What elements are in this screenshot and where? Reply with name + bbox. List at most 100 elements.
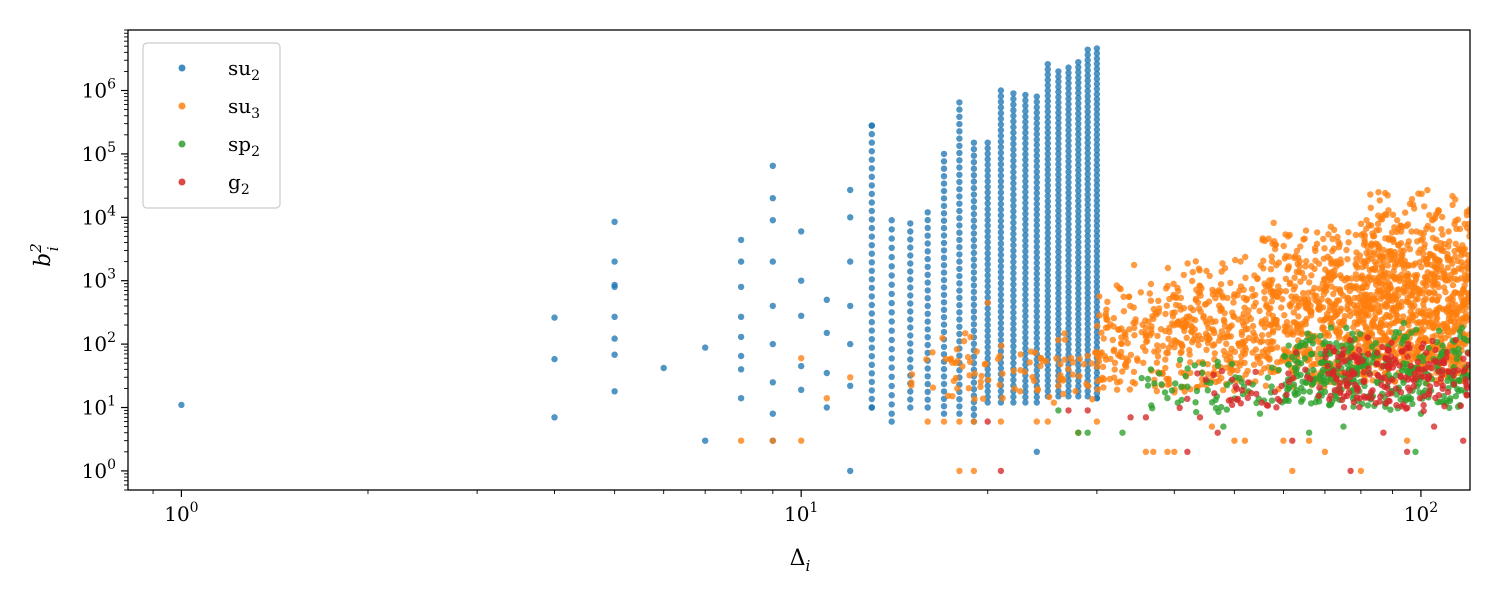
point-sp2-52: [1156, 370, 1163, 377]
point-su2-929: [769, 302, 776, 310]
point-g2-230: [1329, 344, 1336, 351]
point-su2-4: [868, 370, 875, 377]
point-su3-125: [1148, 323, 1155, 330]
point-su3-127: [1147, 297, 1155, 304]
point-su3-208: [1104, 298, 1111, 305]
point-su2-284: [997, 365, 1005, 372]
point-sp2-340: [1436, 398, 1444, 405]
point-su2-292: [997, 319, 1005, 327]
point-su3-1855: [1369, 305, 1376, 313]
point-g2-4: [1210, 371, 1217, 379]
point-su3-233: [1094, 386, 1101, 393]
point-sp2-106: [1309, 340, 1317, 347]
point-su2-565: [1044, 82, 1052, 89]
point-su3-1837: [1389, 307, 1396, 314]
point-su3-482: [1242, 253, 1249, 261]
point-g2-12: [1278, 382, 1285, 390]
point-su3-1867: [1465, 265, 1470, 273]
point-su3-995: [1333, 263, 1340, 270]
point-su3-231: [1150, 315, 1157, 323]
point-g2-73: [1407, 362, 1414, 369]
point-su3-963: [1345, 295, 1352, 302]
point-su2-318: [997, 172, 1005, 179]
point-su2-472: [1033, 270, 1041, 277]
point-su3-701: [1312, 247, 1319, 255]
point-su3-332: [1189, 277, 1196, 285]
point-su3-31: [1055, 336, 1062, 344]
point-su2-668: [1065, 215, 1072, 223]
point-su2-115: [940, 343, 948, 351]
point-su2-434: [1022, 161, 1029, 169]
point-su2-596: [1055, 259, 1062, 266]
point-su2-718: [1075, 290, 1082, 297]
point-su2-533: [1044, 250, 1052, 258]
point-su3-985: [1333, 329, 1341, 336]
point-g2-8: [1289, 374, 1297, 382]
point-su2-55: [888, 217, 895, 224]
point-su3-1624: [1367, 204, 1375, 211]
point-su2-319: [997, 166, 1005, 174]
point-su3-1821: [1422, 295, 1430, 302]
point-su2-751: [1075, 120, 1082, 128]
point-su2-142: [956, 410, 963, 417]
point-su2-717: [1075, 295, 1082, 302]
point-su2-58: [907, 388, 914, 395]
point-sp2-290: [1323, 378, 1331, 385]
point-su3-29: [1026, 359, 1033, 366]
point-su3-930: [1324, 253, 1332, 260]
point-su3-88: [952, 374, 960, 382]
point-su2-159: [956, 287, 963, 294]
point-sp2-322: [1458, 324, 1466, 331]
point-su3-1577: [1466, 331, 1470, 338]
point-su2-820: [1084, 103, 1091, 110]
point-su3-272: [1183, 334, 1190, 341]
point-su3-46: [966, 358, 974, 365]
point-su2-327: [997, 121, 1005, 128]
point-su2-926: [769, 410, 776, 417]
point-su3-175: [1095, 358, 1103, 365]
point-su2-946: [847, 302, 854, 310]
point-su3-131: [1126, 386, 1134, 393]
point-g2-185: [1360, 369, 1368, 376]
point-su2-951: [868, 122, 875, 129]
point-su2-514: [1044, 351, 1052, 358]
point-sp2-88: [1310, 366, 1317, 374]
point-g2-147: [1435, 368, 1443, 375]
point-su2-844: [1093, 334, 1101, 341]
point-su2-682: [1065, 142, 1072, 149]
point-su3-423: [1219, 386, 1227, 394]
point-su2-811: [1084, 150, 1091, 157]
point-su2-761: [1075, 69, 1082, 76]
point-sp2-387: [1340, 423, 1347, 430]
point-su2-877: [1093, 166, 1101, 174]
point-su3-469: [1190, 306, 1197, 314]
point-su2-251: [984, 283, 991, 290]
point-sp2-59: [1212, 404, 1220, 412]
point-su2-681: [1065, 147, 1072, 155]
point-su3-737: [1301, 274, 1308, 281]
point-su3-212: [1100, 335, 1107, 342]
point-su2-736: [1075, 197, 1082, 205]
point-su2-191: [970, 386, 978, 393]
point-su2-242: [984, 333, 991, 340]
point-su2-216: [970, 223, 978, 231]
point-su3-1670: [1414, 238, 1421, 245]
point-su2-779: [1084, 315, 1091, 322]
point-g2-231: [1368, 394, 1375, 401]
point-su2-679: [1065, 158, 1072, 165]
point-su3-996: [1337, 322, 1344, 329]
point-su2-488: [1033, 184, 1041, 192]
point-su3-926: [1290, 309, 1298, 316]
point-g2-217: [1354, 384, 1361, 392]
point-su3-726: [1264, 349, 1271, 356]
point-sp2-4: [1178, 383, 1185, 390]
point-su2-141: [940, 150, 948, 158]
point-su3-1424: [1368, 255, 1375, 262]
point-su2-367: [1010, 213, 1017, 221]
point-su3-177: [1137, 289, 1145, 296]
point-su2-535: [1044, 240, 1052, 247]
point-su3-1846: [1360, 230, 1367, 237]
point-su2-273: [984, 161, 991, 168]
point-su3-1493: [1361, 236, 1368, 243]
